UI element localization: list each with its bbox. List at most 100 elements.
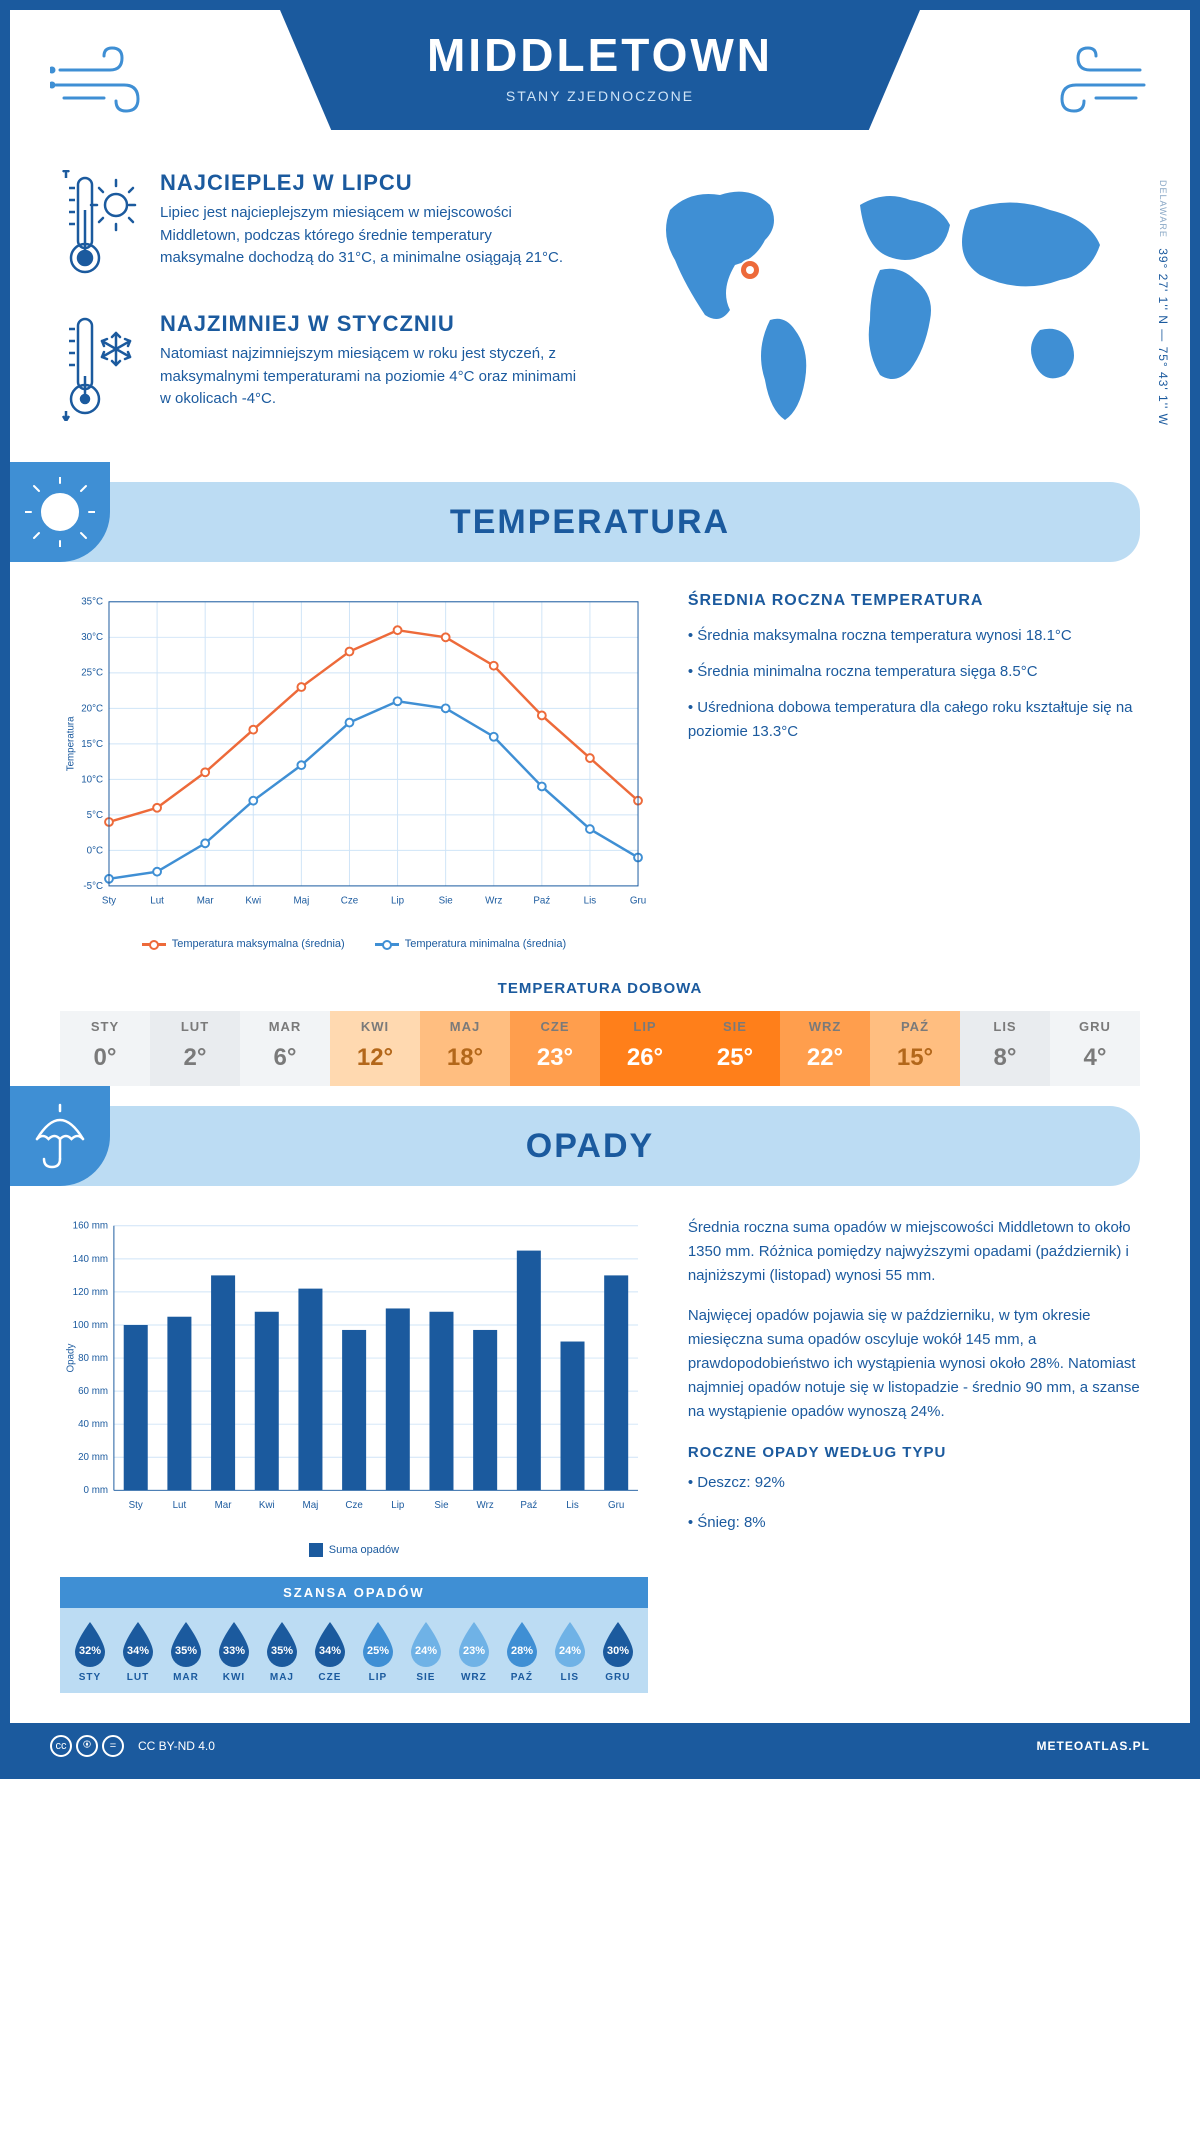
- header: MIDDLETOWN STANY ZJEDNOCZONE: [10, 10, 1190, 170]
- daily-month: LIP: [600, 1019, 690, 1034]
- coordinates: DELAWARE 39° 27' 1'' N — 75° 43' 1'' W: [1156, 180, 1170, 426]
- precip-type-bullet: • Deszcz: 92%: [688, 1471, 1140, 1495]
- daily-month: KWI: [330, 1019, 420, 1034]
- temperature-title: TEMPERATURA: [140, 503, 1140, 542]
- region-label: DELAWARE: [1158, 180, 1168, 238]
- chance-cell: 35% MAJ: [258, 1620, 306, 1683]
- svg-text:Lis: Lis: [566, 1500, 579, 1511]
- footer: cc 🅯 = CC BY-ND 4.0 METEOATLAS.PL: [10, 1723, 1190, 1769]
- chance-cell: 33% KWI: [210, 1620, 258, 1683]
- svg-text:10°C: 10°C: [81, 774, 103, 785]
- world-map: DELAWARE 39° 27' 1'' N — 75° 43' 1'' W: [620, 170, 1140, 452]
- svg-text:0 mm: 0 mm: [84, 1485, 108, 1496]
- daily-cell: STY0°: [60, 1011, 150, 1086]
- svg-text:Sty: Sty: [129, 1500, 143, 1511]
- precip-text-2: Najwięcej opadów pojawia się w październ…: [688, 1304, 1140, 1424]
- svg-text:Lis: Lis: [584, 896, 597, 907]
- precip-legend-label: Suma opadów: [329, 1544, 399, 1556]
- svg-text:Sty: Sty: [102, 896, 116, 907]
- thermometer-hot-icon: [60, 170, 140, 285]
- chance-cell: 34%CZE: [306, 1620, 354, 1683]
- wind-icon: [1040, 40, 1150, 125]
- chance-cell: 32%STY: [66, 1620, 114, 1683]
- svg-text:Lip: Lip: [391, 1500, 405, 1511]
- daily-value: 22°: [780, 1044, 870, 1072]
- svg-text:Paź: Paź: [520, 1500, 537, 1511]
- svg-text:Mar: Mar: [215, 1500, 233, 1511]
- daily-month: MAJ: [420, 1019, 510, 1034]
- precip-bar-chart: 0 mm20 mm40 mm60 mm80 mm100 mm120 mm140 …: [60, 1216, 648, 1557]
- svg-text:Paź: Paź: [533, 896, 550, 907]
- temperature-line-chart: -5°C0°C5°C10°C15°C20°C25°C30°C35°CStyLut…: [60, 592, 648, 950]
- daily-value: 2°: [150, 1044, 240, 1072]
- svg-text:Maj: Maj: [293, 896, 309, 907]
- chance-cell: 28%PAŹ: [498, 1620, 546, 1683]
- chance-month: SIE: [402, 1672, 450, 1683]
- svg-text:34%: 34%: [319, 1645, 341, 1657]
- svg-text:Temperatura: Temperatura: [66, 716, 77, 771]
- svg-text:20 mm: 20 mm: [78, 1452, 108, 1463]
- precip-title: OPADY: [140, 1127, 1140, 1166]
- chance-month: LIP: [354, 1672, 402, 1683]
- svg-text:15°C: 15°C: [81, 739, 103, 750]
- svg-text:80 mm: 80 mm: [78, 1353, 108, 1364]
- svg-text:25%: 25%: [367, 1645, 389, 1657]
- svg-text:Gru: Gru: [630, 896, 646, 907]
- nd-icon: =: [102, 1735, 124, 1757]
- daily-temp-title: TEMPERATURA DOBOWA: [60, 980, 1140, 997]
- legend-item: Temperatura minimalna (średnia): [375, 938, 566, 950]
- svg-text:35%: 35%: [175, 1645, 197, 1657]
- chance-month: MAJ: [258, 1672, 306, 1683]
- svg-text:33%: 33%: [223, 1645, 245, 1657]
- warmest-block: NAJCIEPLEJ W LIPCU Lipiec jest najcieple…: [60, 170, 580, 285]
- precip-chance-box: SZANSA OPADÓW 32%STY34%LUT35%MAR33%KWI35…: [60, 1577, 648, 1693]
- daily-month: PAŹ: [870, 1019, 960, 1034]
- svg-text:Opady: Opady: [66, 1344, 77, 1373]
- city-title: MIDDLETOWN: [280, 28, 920, 82]
- svg-text:34%: 34%: [127, 1645, 149, 1657]
- svg-text:20°C: 20°C: [81, 703, 103, 714]
- svg-text:60 mm: 60 mm: [78, 1386, 108, 1397]
- svg-text:100 mm: 100 mm: [73, 1320, 108, 1331]
- daily-value: 23°: [510, 1044, 600, 1072]
- svg-text:Wrz: Wrz: [477, 1500, 494, 1511]
- wind-icon: [50, 40, 160, 125]
- daily-month: WRZ: [780, 1019, 870, 1034]
- temp-bullet: • Średnia maksymalna roczna temperatura …: [688, 624, 1140, 648]
- warmest-text: Lipiec jest najcieplejszym miesiącem w m…: [160, 202, 580, 270]
- svg-text:0°C: 0°C: [87, 845, 103, 856]
- daily-month: LIS: [960, 1019, 1050, 1034]
- sun-icon: [10, 462, 110, 562]
- coldest-text: Natomiast najzimniejszym miesiącem w rok…: [160, 343, 580, 411]
- daily-value: 25°: [690, 1044, 780, 1072]
- svg-text:Sie: Sie: [439, 896, 453, 907]
- daily-value: 18°: [420, 1044, 510, 1072]
- chance-cell: 24%SIE: [402, 1620, 450, 1683]
- title-banner: MIDDLETOWN STANY ZJEDNOCZONE: [280, 10, 920, 130]
- longitude: 75° 43' 1'' W: [1156, 347, 1170, 426]
- by-icon: 🅯: [76, 1735, 98, 1757]
- chance-cell: 34%LUT: [114, 1620, 162, 1683]
- daily-value: 6°: [240, 1044, 330, 1072]
- daily-cell: LIS8°: [960, 1011, 1050, 1086]
- daily-month: LUT: [150, 1019, 240, 1034]
- daily-cell: KWI12°: [330, 1011, 420, 1086]
- svg-text:25°C: 25°C: [81, 668, 103, 679]
- daily-cell: SIE25°: [690, 1011, 780, 1086]
- svg-text:Gru: Gru: [608, 1500, 624, 1511]
- svg-text:Cze: Cze: [345, 1500, 362, 1511]
- chance-month: WRZ: [450, 1672, 498, 1683]
- svg-text:-5°C: -5°C: [83, 881, 103, 892]
- chance-month: KWI: [210, 1672, 258, 1683]
- daily-cell: GRU4°: [1050, 1011, 1140, 1086]
- svg-text:Kwi: Kwi: [259, 1500, 275, 1511]
- chance-cell: 25% LIP: [354, 1620, 402, 1683]
- svg-text:35%: 35%: [271, 1645, 293, 1657]
- cc-icon: cc: [50, 1735, 72, 1757]
- daily-value: 26°: [600, 1044, 690, 1072]
- chance-title: SZANSA OPADÓW: [60, 1577, 648, 1608]
- daily-cell: MAR6°: [240, 1011, 330, 1086]
- svg-text:24%: 24%: [559, 1645, 581, 1657]
- intro-section: NAJCIEPLEJ W LIPCU Lipiec jest najcieple…: [60, 170, 1140, 452]
- daily-value: 15°: [870, 1044, 960, 1072]
